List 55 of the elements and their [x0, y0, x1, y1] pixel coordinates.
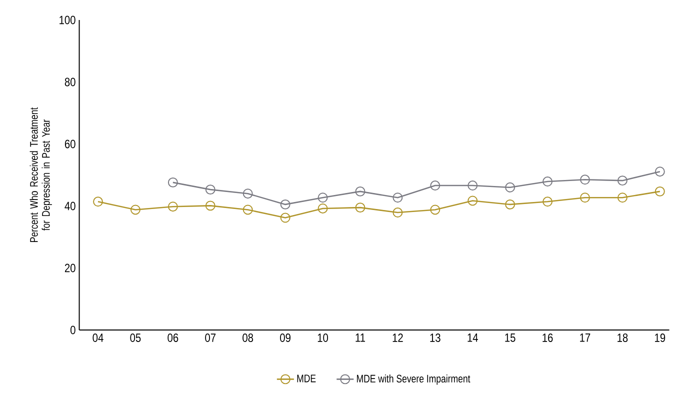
x-tick-label: 17 [580, 334, 590, 342]
point [392, 208, 403, 218]
point [505, 199, 516, 210]
point [580, 174, 590, 185]
x-tick-label: 15 [505, 334, 516, 342]
x-tick-label: 04 [92, 334, 104, 342]
point [355, 202, 366, 213]
point [468, 180, 478, 191]
y-tick-label: 60 [64, 140, 76, 148]
x-tick-label: 16 [542, 334, 553, 342]
point [242, 204, 253, 215]
x-tick-label: 06 [168, 334, 178, 342]
y-axis-title: Percent Who Received Treatment for Depression in Past Year [30, 107, 52, 242]
point [318, 203, 328, 214]
legend-label: MDE [297, 374, 316, 382]
legend-label: MDE with Severe Impairment [356, 374, 470, 385]
point [168, 202, 178, 212]
y-tick-label: 100 [60, 16, 76, 24]
point [430, 180, 440, 191]
x-tick-label: 13 [430, 334, 440, 342]
x-tick-label: 09 [280, 334, 290, 342]
point [542, 196, 553, 207]
point [392, 192, 403, 203]
point [542, 176, 553, 186]
point [318, 192, 328, 203]
point [355, 186, 366, 196]
x-tick-label: 08 [242, 334, 254, 342]
point [468, 196, 478, 206]
x-tick-label: 11 [356, 334, 366, 342]
point [280, 199, 290, 210]
point [654, 166, 665, 177]
point [205, 184, 216, 195]
y-tick-label: 80 [64, 78, 76, 86]
x-tick-label: 19 [655, 334, 666, 342]
point [617, 192, 628, 203]
y-tick-label: 20 [64, 264, 76, 272]
y-tick-label: 40 [64, 202, 76, 210]
point [93, 196, 103, 207]
point [168, 177, 178, 188]
point [205, 200, 216, 211]
x-tick-label: 14 [468, 334, 478, 342]
y-tick-label: 0 [70, 326, 76, 334]
x-tick-label: 12 [392, 334, 403, 342]
x-tick-label: 05 [130, 334, 141, 342]
point [130, 204, 140, 215]
point [505, 182, 516, 192]
point [617, 176, 628, 186]
point [430, 204, 440, 215]
point [654, 186, 665, 196]
point [242, 188, 253, 199]
point [280, 212, 290, 223]
x-tick-label: 10 [318, 334, 328, 342]
x-tick-label: 18 [618, 334, 628, 342]
x-tick-label: 07 [205, 334, 216, 342]
point [580, 192, 590, 203]
